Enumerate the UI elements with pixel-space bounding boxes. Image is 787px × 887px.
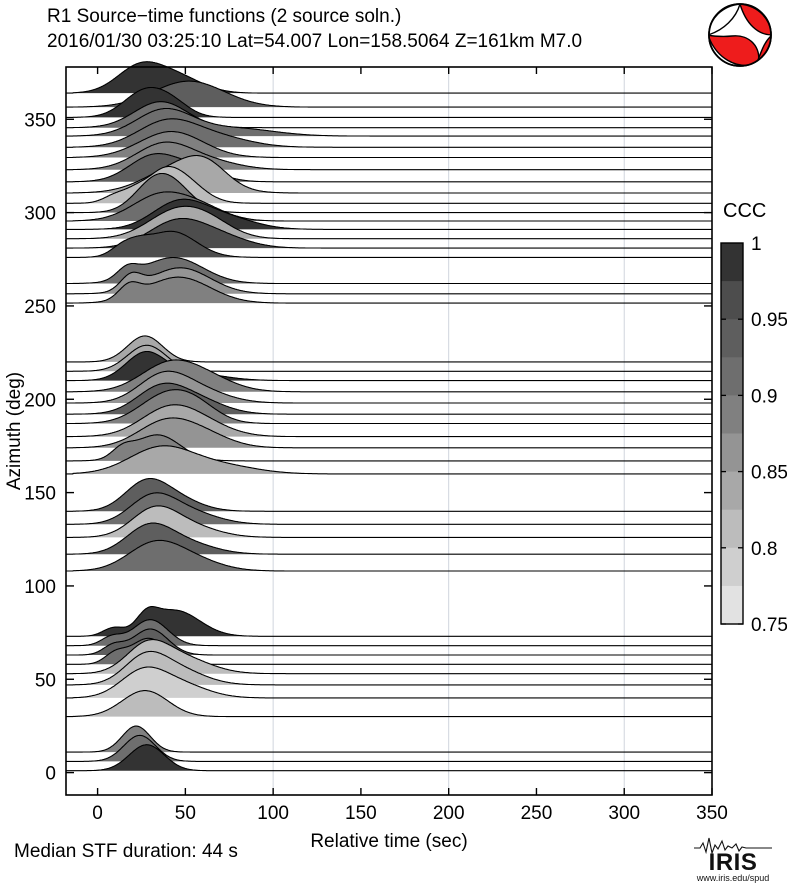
beachball-focal-mechanism — [708, 3, 772, 67]
y-tick-label: 350 — [24, 110, 56, 131]
stf-trace — [66, 417, 712, 449]
colorbar-frame — [720, 242, 744, 625]
stf-trace — [66, 725, 712, 753]
stf-trace — [66, 276, 712, 304]
stf-trace — [66, 666, 712, 699]
colorbar-swatch — [721, 547, 743, 587]
stf-trace — [66, 539, 712, 572]
stf-trace — [66, 107, 712, 137]
colorbar-swatch — [721, 433, 743, 473]
stf-trace — [66, 130, 712, 159]
y-tick-label: 250 — [24, 297, 56, 318]
stf-trace — [66, 370, 712, 404]
stf-trace — [66, 141, 712, 171]
x-tick-label: 0 — [92, 803, 103, 824]
page-subtitle: 2016/01/30 03:25:10 Lat=54.007 Lon=158.5… — [47, 31, 583, 52]
x-axis-label: Relative time (sec) — [310, 831, 467, 852]
y-tick-label: 200 — [24, 390, 56, 411]
stf-trace — [66, 690, 712, 718]
y-tick-label: 100 — [24, 577, 56, 598]
stf-trace — [66, 230, 712, 258]
colorbar-tick-label: 0.85 — [751, 463, 787, 484]
colorbar-swatch — [721, 281, 743, 320]
colorbar-tick-label: 1 — [751, 234, 762, 255]
colorbar-tick-label: 0.75 — [751, 615, 787, 636]
stf-trace — [66, 154, 712, 194]
colorbar-title: CCC — [723, 200, 767, 222]
stf-trace — [66, 198, 712, 230]
colorbar-swatch — [721, 471, 743, 511]
colorbar-swatch — [721, 395, 743, 435]
x-tick-label: 50 — [175, 803, 196, 824]
y-axis-label: Azimuth (deg) — [4, 372, 25, 490]
x-tick-label: 100 — [257, 803, 289, 824]
colorbar-swatch — [721, 509, 743, 549]
stf-trace — [66, 217, 712, 249]
stf-trace — [66, 118, 712, 148]
x-tick-label: 350 — [696, 803, 728, 824]
colorbar-tick-label: 0.95 — [751, 310, 787, 331]
axes-frame — [65, 66, 713, 796]
traces-layer — [66, 61, 712, 772]
colorbar-swatch — [721, 585, 743, 625]
x-tick-label: 250 — [521, 803, 553, 824]
stf-trace — [66, 522, 712, 555]
y-tick-label: 50 — [35, 670, 56, 691]
axis-labels: Relative time (sec) Azimuth (deg) — [4, 372, 468, 852]
colorbar-tick-label: 0.9 — [751, 386, 777, 407]
stf-trace — [66, 404, 712, 438]
iris-url: www.iris.edu/spud — [696, 873, 770, 883]
grid-layer — [272, 67, 625, 795]
axis-ticks: 0 50 100 150 200 250 300 350 0 50 100 150 200 250 300 3… — [24, 67, 728, 824]
stf-trace — [66, 744, 712, 772]
page-title: R1 Source−time functions (2 source soln.… — [47, 6, 402, 27]
x-tick-label: 150 — [345, 803, 377, 824]
colorbar: 1 0.95 0.9 0.85 0.8 0.75 — [720, 234, 787, 636]
stf-trace — [66, 267, 712, 295]
x-tick-label: 200 — [433, 803, 465, 824]
x-tick-label: 300 — [608, 803, 640, 824]
stf-trace — [66, 205, 712, 240]
plot-frame — [65, 66, 713, 796]
colorbar-swatch — [721, 319, 743, 358]
median-stf-duration-label: Median STF duration: 44 s — [14, 841, 238, 862]
stf-trace — [66, 359, 712, 393]
colorbar-tick-label: 0.8 — [751, 539, 777, 560]
stf-trace — [66, 389, 712, 425]
y-tick-label: 300 — [24, 204, 56, 225]
stf-trace — [66, 445, 712, 475]
y-tick-label: 0 — [45, 764, 56, 785]
svg-text:IRIS: IRIS — [709, 849, 758, 876]
iris-logo: IRIS www.iris.edu/spud — [694, 837, 772, 883]
y-tick-label: 150 — [24, 484, 56, 505]
stf-trace — [66, 80, 712, 108]
colorbar-swatch — [721, 243, 743, 282]
colorbar-swatch — [721, 357, 743, 396]
